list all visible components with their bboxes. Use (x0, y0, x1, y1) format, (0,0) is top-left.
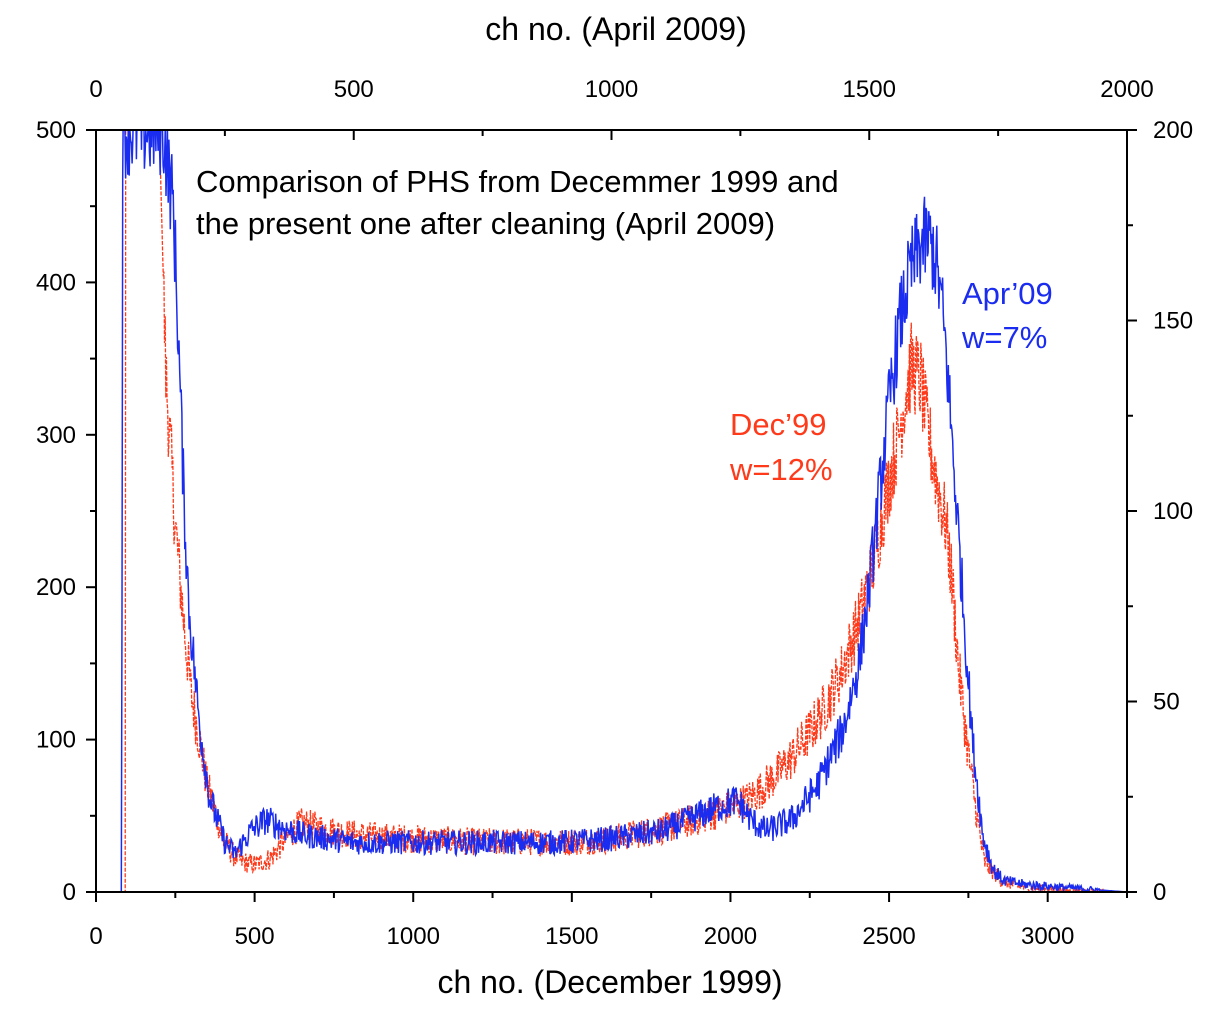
y-left-tick-label: 400 (36, 269, 76, 296)
x-top-tick-label: 0 (89, 76, 102, 103)
x-bottom-tick-label: 1000 (387, 923, 440, 950)
y-right-tick-label: 200 (1153, 117, 1193, 144)
y-left-tick-label: 200 (36, 574, 76, 601)
series-line-dec99 (96, 130, 1127, 892)
x-top-tick-label: 1500 (843, 76, 896, 103)
y-right-tick-label: 50 (1153, 689, 1180, 716)
y-left-tick-label: 500 (36, 117, 76, 144)
series-label-apr09: Apr’09 (962, 276, 1053, 311)
x-bottom-tick-label: 0 (89, 923, 102, 950)
x-top-tick-label: 500 (334, 76, 374, 103)
series-label-dec99-width: w=12% (729, 452, 833, 487)
y-left-tick-label: 300 (36, 422, 76, 449)
annotation-line-1: Comparison of PHS from Decemmer 1999 and (196, 164, 839, 199)
x-axis-bottom-title: ch no. (December 1999) (437, 964, 782, 1000)
x-bottom-tick-label: 2500 (862, 923, 915, 950)
series-label-dec99: Dec’99 (730, 407, 827, 442)
x-bottom-tick-label: 3000 (1021, 923, 1074, 950)
x-axis-top-title: ch no. (April 2009) (485, 11, 746, 47)
x-top-tick-label: 2000 (1100, 76, 1153, 103)
series-layer (96, 130, 1127, 892)
series-line-apr09 (96, 130, 1127, 892)
series-label-apr09-width: w=7% (961, 320, 1047, 355)
y-right-tick-label: 150 (1153, 308, 1193, 335)
x-top-tick-label: 1000 (585, 76, 638, 103)
y-right-tick-label: 100 (1153, 498, 1193, 525)
y-left-tick-label: 100 (36, 727, 76, 754)
y-right-tick-label: 0 (1153, 879, 1166, 906)
y-left-tick-label: 0 (63, 879, 76, 906)
annotation-line-2: the present one after cleaning (April 20… (196, 206, 775, 241)
x-bottom-tick-label: 500 (235, 923, 275, 950)
x-bottom-tick-label: 1500 (545, 923, 598, 950)
x-bottom-tick-label: 2000 (704, 923, 757, 950)
